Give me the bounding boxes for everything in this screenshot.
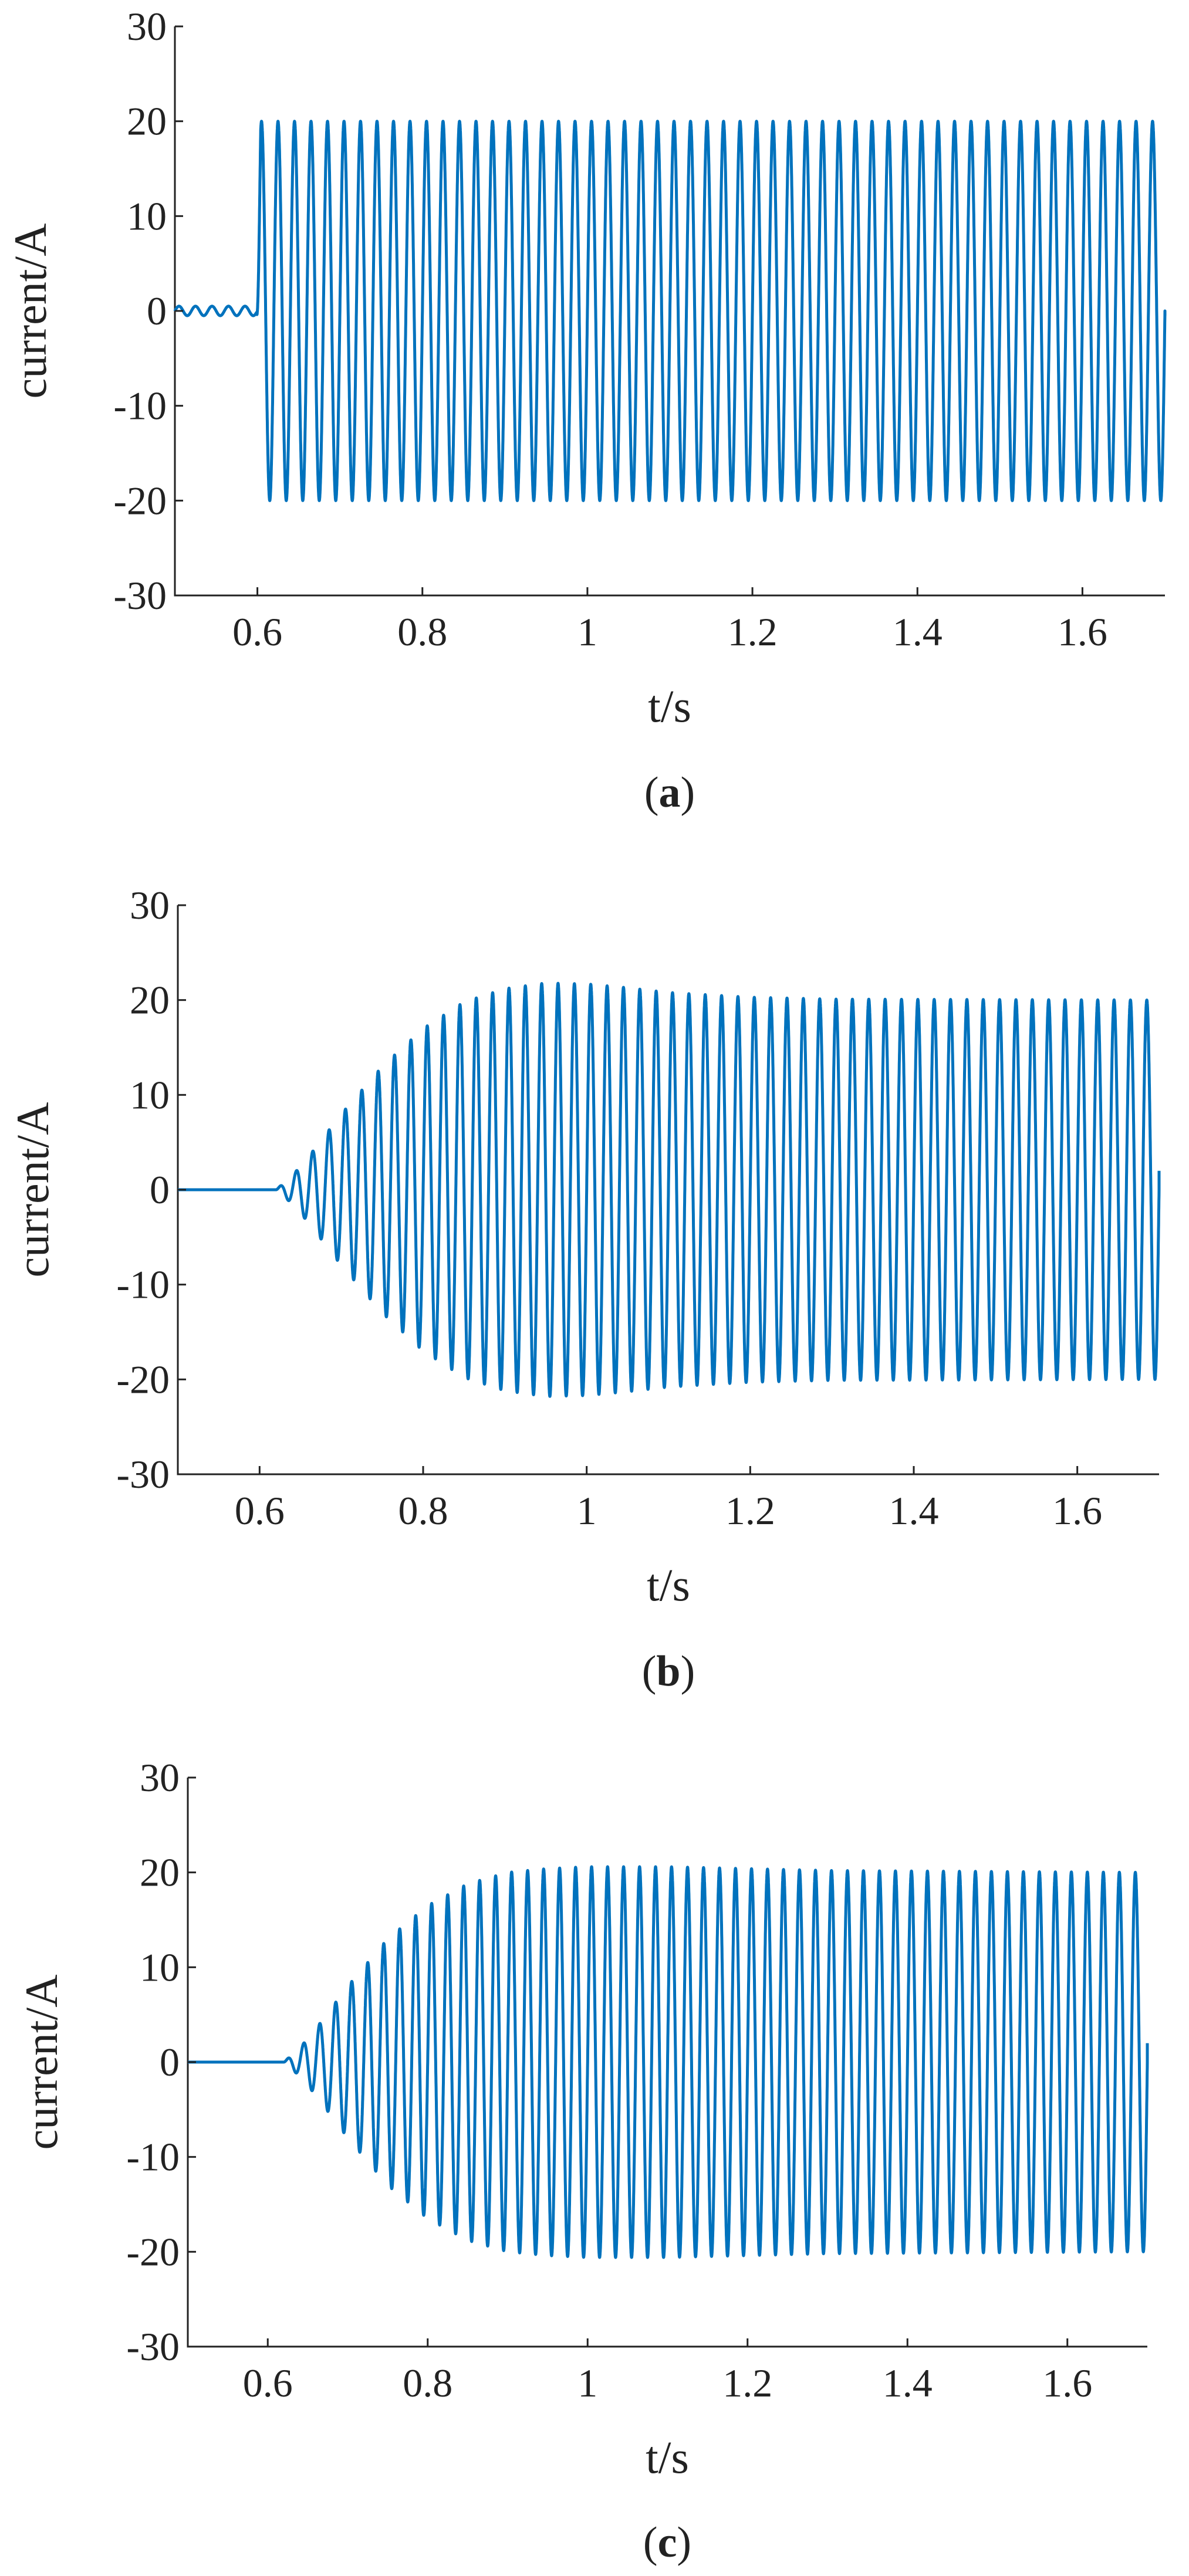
current-trace [173,120,1167,502]
y-tick-label: -10 [126,2135,180,2179]
panel-caption: (b) [642,1647,695,1695]
caption-letter: a [659,769,681,817]
y-tick-label: 30 [140,1755,180,1800]
y-tick-label: 30 [127,4,167,49]
x-tick-label: 1 [577,610,597,654]
y-tick-label: 10 [130,1072,170,1117]
panel-caption: (a) [644,769,695,817]
y-tick-label: 10 [127,194,167,238]
y-tick-label: -30 [116,1452,170,1497]
y-tick-label: -20 [116,1357,170,1402]
x-tick-label: 1.2 [722,2361,772,2405]
x-tick-label: 1.6 [1042,2361,1092,2405]
y-tick-label: 30 [130,883,170,928]
caption-letter: b [656,1647,680,1695]
y-tick-label: -20 [126,2229,180,2274]
caption-letter: c [658,2519,677,2567]
y-tick-label: 10 [140,1945,180,1989]
y-tick-label: 0 [160,2040,180,2084]
x-tick-label: 0.8 [397,610,447,654]
x-tick-label: 0.6 [243,2361,293,2405]
x-axis-title: t/s [646,2432,689,2483]
x-tick-label: 1.2 [728,610,778,654]
x-axis-title: t/s [648,681,691,732]
x-tick-label: 0.8 [398,1488,448,1533]
y-axis-title: current/A [16,1975,67,2150]
current-trace [176,981,1161,1398]
y-axis-title: current/A [7,1102,58,1278]
y-tick-label: 20 [140,1850,180,1895]
chart-panel-a: t/s current/A (a) -30 -20 -10 0 10 20 30 0.6 0.8… [5,4,1167,817]
y-tick-label: 20 [127,99,167,144]
x-axis-title: t/s [647,1559,690,1610]
panel-caption: (c) [643,2519,691,2567]
x-tick-label: 1.4 [893,610,943,654]
x-tick-label: 0.6 [235,1488,285,1533]
x-tick-label: 0.8 [403,2361,452,2405]
y-tick-label: 0 [150,1167,170,1212]
y-tick-label: -30 [113,573,167,618]
x-tick-label: 0.6 [232,610,282,654]
chart-panel-b: t/s current/A (b) -30 -20 -10 0 10 20 30 0.6 0.8… [7,883,1161,1695]
x-tick-label: 1 [577,1488,597,1533]
y-tick-label: 20 [130,978,170,1023]
x-tick-label: 1 [577,2361,597,2405]
y-tick-label: -30 [126,2324,180,2369]
x-tick-label: 1.6 [1058,610,1107,654]
x-tick-label: 1.2 [725,1488,775,1533]
chart-panel-c: t/s current/A (c) -30 -20 -10 0 10 20 30 0.6 0.8… [16,1755,1149,2567]
y-tick-label: 0 [147,289,167,333]
y-tick-label: -20 [113,478,167,523]
x-tick-label: 1.4 [889,1488,939,1533]
x-tick-label: 1.6 [1052,1488,1102,1533]
y-tick-label: -10 [116,1262,170,1307]
y-axis-title: current/A [5,224,56,399]
y-tick-label: -10 [113,384,167,428]
x-tick-label: 1.4 [883,2361,933,2405]
current-trace [186,1865,1149,2259]
